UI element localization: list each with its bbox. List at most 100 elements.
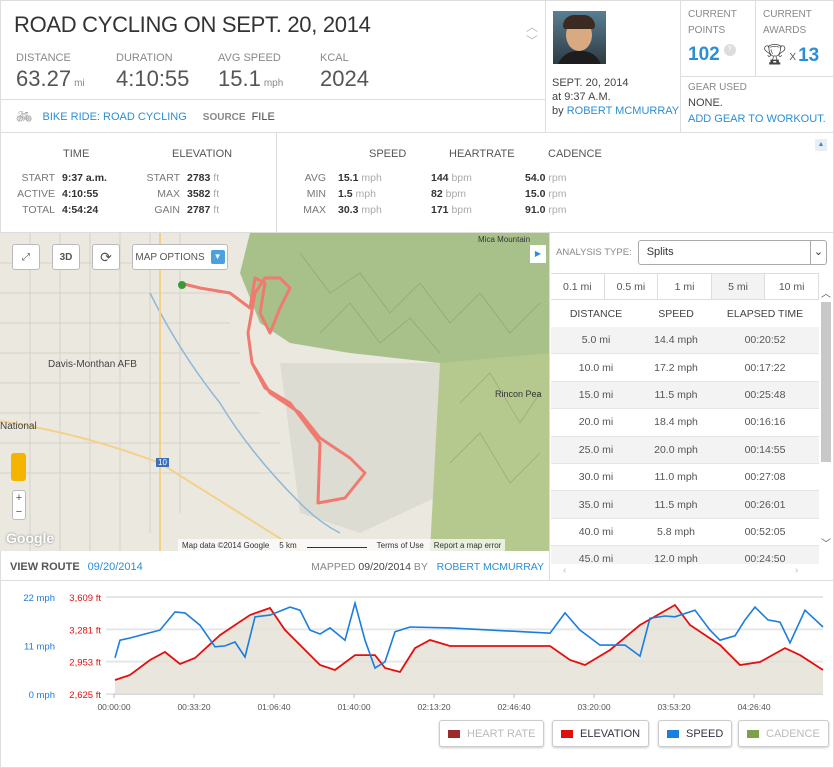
scroll-up-icon[interactable]: ︿ <box>821 289 831 300</box>
view-route-row: VIEW ROUTE 09/20/2014 <box>10 561 143 573</box>
analysis-type-row: ANALYSIS TYPE: Splits ⌄ <box>556 240 827 265</box>
legend-swatch <box>747 729 759 738</box>
google-logo: Google <box>6 530 55 546</box>
zoom-controls[interactable]: + − <box>12 490 26 520</box>
collapse-icon[interactable]: ▲ <box>815 139 827 151</box>
expand-panel-icon[interactable]: ▶ <box>530 245 546 263</box>
elevation-unit: ft <box>213 188 220 200</box>
legend-swatch <box>448 729 460 738</box>
table-row[interactable]: 20.0 mi 18.4 mph 00:16:16 <box>551 409 819 437</box>
table-cell: 00:25:48 <box>744 388 786 401</box>
table-row[interactable]: 35.0 mi 11.5 mph 00:26:01 <box>551 491 819 519</box>
fullscreen-button[interactable]: ⤢ <box>12 244 40 270</box>
activity-type-link[interactable]: BIKE RIDE: ROAD CYCLING <box>42 111 187 123</box>
legend-label: ELEVATION <box>580 727 641 740</box>
stat-value: 4:10:55 <box>116 66 189 92</box>
table-row[interactable]: 15.0 mi 11.5 mph 00:25:48 <box>551 381 819 410</box>
splits-header: DISTANCE SPEED ELAPSED TIME <box>551 300 819 327</box>
scroll-left-icon[interactable]: ‹ <box>563 565 567 576</box>
points-label: CURRENT POINTS <box>688 7 737 39</box>
stat-value: 15.1 mph <box>218 66 283 92</box>
elevation-area <box>115 605 823 694</box>
split-tab[interactable]: 5 mi <box>711 274 766 299</box>
avatar[interactable] <box>553 11 606 64</box>
map-canvas[interactable] <box>0 233 549 551</box>
divider <box>0 132 834 133</box>
time-row-label: START <box>21 172 55 184</box>
summary-row-label: MIN <box>306 188 326 200</box>
elevation-number: 2787 <box>187 204 211 216</box>
divider <box>276 132 277 232</box>
legend-elevation-button[interactable]: ELEVATION <box>552 720 650 747</box>
summary-speed-value: 15.1 mph <box>338 172 382 184</box>
rotate-icon: ⟳ <box>100 248 112 265</box>
rotate-button[interactable]: ⟳ <box>92 244 120 270</box>
elevation-tick-label: 2,953 ft <box>69 658 101 669</box>
time-row-value: 9:37 a.m. <box>62 172 107 184</box>
points-label-1: CURRENT <box>688 9 737 20</box>
table-row[interactable]: 10.0 mi 17.2 mph 00:17:22 <box>551 354 819 382</box>
elevation-tick-label: 3,281 ft <box>69 625 101 636</box>
table-row[interactable]: 30.0 mi 11.0 mph 00:27:08 <box>551 463 819 492</box>
x-tick-label: 04:26:40 <box>737 702 770 712</box>
table-cell: 10.0 mi <box>578 361 614 374</box>
legend-cadence-button[interactable]: CADENCE <box>738 720 829 747</box>
table-cell: 12.0 mph <box>654 553 698 564</box>
summary-number: 30.3 <box>338 204 359 216</box>
points-group: 102 ? <box>688 44 736 66</box>
summary-heading: CADENCE <box>548 148 602 160</box>
elevation-row-value: 2783 ft <box>187 172 219 184</box>
workout-chart[interactable]: 00:00:00 00:33:20 01:06:40 01:40:00 02:13:20… <box>0 581 834 716</box>
speed-line[interactable] <box>114 600 824 670</box>
stat-number: 15.1 <box>218 66 261 91</box>
3d-button[interactable]: 3D <box>52 244 80 270</box>
map-options-button[interactable]: MAP OPTIONS ▼ <box>132 244 228 270</box>
summary-heading: SPEED <box>369 148 407 160</box>
time-row-value: 4:54:24 <box>62 204 99 216</box>
elevation-line[interactable] <box>114 603 824 681</box>
split-tab[interactable]: 0.5 mi <box>605 274 659 299</box>
summary-row-label: MAX <box>303 204 326 216</box>
table-cell: 40.0 mi <box>578 525 614 538</box>
divider <box>680 76 833 77</box>
table-cell: 00:20:52 <box>744 334 786 347</box>
table-row[interactable]: 5.0 mi 14.4 mph 00:20:52 <box>551 327 819 355</box>
vertical-scrollbar[interactable]: ︿ ﹀ <box>819 285 833 550</box>
view-route-label: VIEW ROUTE <box>10 561 80 573</box>
col-elapsed-time: ELAPSED TIME <box>726 307 804 320</box>
scroll-down-icon[interactable]: ﹀ <box>821 539 831 550</box>
zoom-out-button[interactable]: − <box>15 506 23 518</box>
scroll-right-icon[interactable]: › <box>795 565 799 576</box>
split-tab[interactable]: 0.1 mi <box>551 274 605 299</box>
legend-heart-rate-button[interactable]: HEART RATE <box>439 720 545 747</box>
report-link[interactable]: Report a map error <box>433 540 502 550</box>
table-cell: 11.0 mph <box>654 471 698 484</box>
route-map[interactable]: ⤢ 3D ⟳ MAP OPTIONS ▼ Davis-Monthan AFB Na… <box>0 233 549 551</box>
stat-unit: mph <box>263 78 284 89</box>
table-row[interactable]: 25.0 mi 20.0 mph 00:14:55 <box>551 436 819 464</box>
view-route-date[interactable]: 09/20/2014 <box>87 561 143 573</box>
user-name-link[interactable]: ROBERT MCMURRAY <box>566 105 680 117</box>
map-place: Rincon Pea <box>495 389 542 399</box>
scroll-arrows[interactable]: ︿ ﹀ <box>526 20 539 48</box>
map-place: Davis-Monthan AFB <box>48 359 137 370</box>
terms-link[interactable]: Terms of Use <box>376 540 424 550</box>
add-gear-link[interactable]: ADD GEAR TO WORKOUT. <box>688 113 826 125</box>
table-row[interactable]: 45.0 mi 12.0 mph 00:24:50 <box>551 546 819 564</box>
help-icon[interactable]: ? <box>723 44 736 56</box>
pegman-icon[interactable] <box>11 453 26 481</box>
legend-speed-button[interactable]: SPEED <box>658 720 733 747</box>
trophy-icon: 🏆︎ <box>762 44 788 66</box>
x-tick-label: 01:40:00 <box>337 702 370 712</box>
zoom-in-button[interactable]: + <box>15 492 23 504</box>
workout-datetime: SEPT. 20, 2014 at 9:37 A.M. by ROBERT MC… <box>552 76 679 118</box>
scrollbar-thumb[interactable] <box>821 302 831 462</box>
divider <box>545 0 546 132</box>
elevation-number: 2783 <box>187 172 211 184</box>
analysis-type-select[interactable]: Splits ⌄ <box>637 240 827 265</box>
summary-number: 15.1 <box>338 172 359 184</box>
table-row[interactable]: 40.0 mi 5.8 mph 00:52:05 <box>551 518 819 547</box>
split-tab[interactable]: 10 mi <box>765 274 819 299</box>
mapped-user-link[interactable]: ROBERT MCMURRAY <box>436 561 544 573</box>
split-tab[interactable]: 1 mi <box>658 274 712 299</box>
